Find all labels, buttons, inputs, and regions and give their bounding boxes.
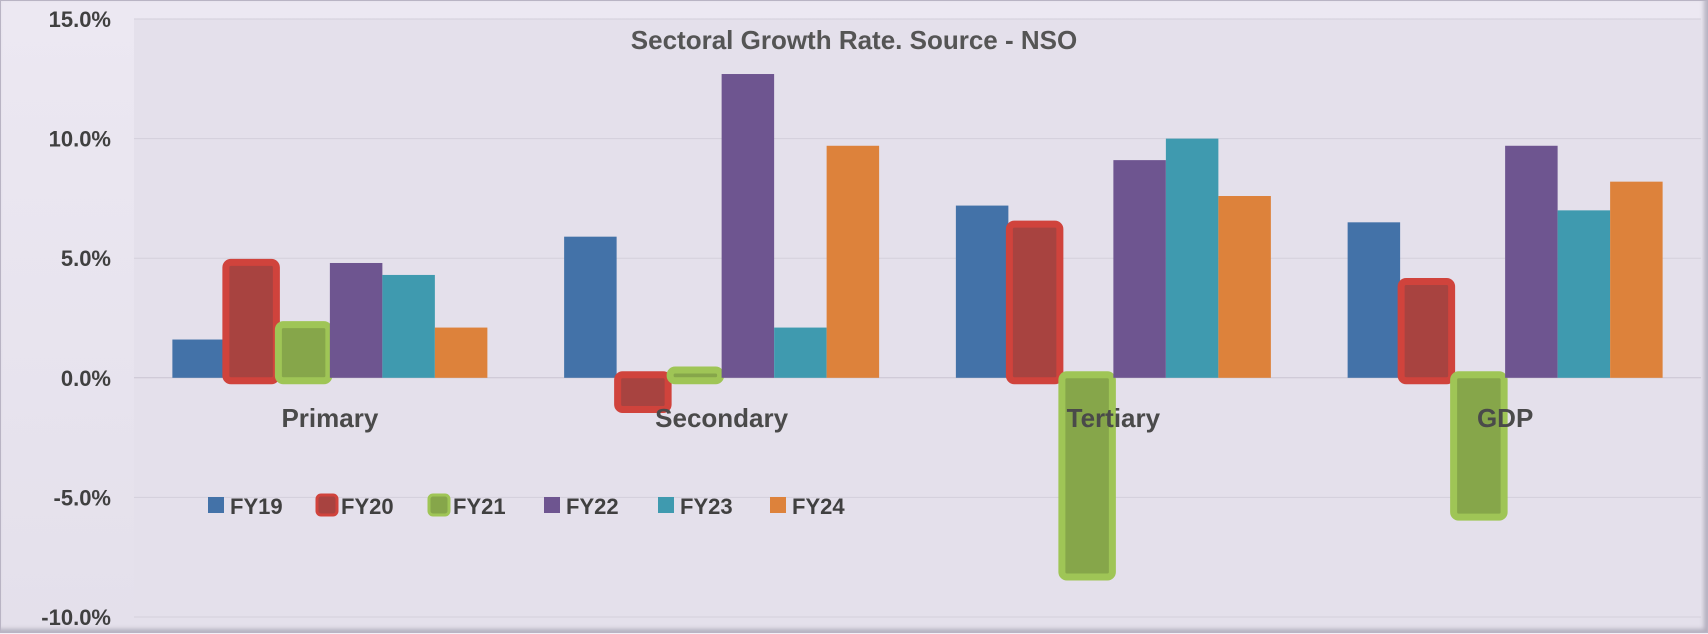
bar-fy19 [1347, 222, 1401, 378]
bar-fy20 [222, 258, 280, 385]
legend-swatch [544, 497, 560, 513]
category-labels: Primary Secondary Tertiary GDP [281, 403, 1533, 433]
bar-fy24 [1610, 181, 1663, 378]
bar-fy21 [1450, 371, 1508, 521]
legend-swatch [658, 497, 674, 513]
y-tick-label: 0.0% [61, 366, 111, 391]
legend-label: FY20 [341, 494, 394, 519]
bar-fy22 [329, 262, 383, 378]
category-label: Primary [281, 403, 378, 433]
y-tick-label: 10.0% [49, 127, 111, 152]
bar-fy23 [382, 274, 435, 378]
bar-fy24 [434, 327, 488, 378]
bar-fy22 [721, 74, 775, 378]
y-tick-label: 15.0% [49, 7, 111, 32]
category-label: Secondary [655, 403, 788, 433]
bar-fy22 [1113, 160, 1166, 378]
bar-fy23 [1557, 210, 1611, 378]
legend-swatch [770, 497, 786, 513]
bar-fy19 [955, 205, 1009, 378]
legend-label: FY19 [230, 494, 283, 519]
legend-label: FY24 [792, 494, 845, 519]
bar-fy23 [1165, 138, 1219, 378]
bar-fy21 [666, 366, 725, 385]
bar-fy19 [564, 236, 617, 378]
bar-fy20 [1397, 278, 1456, 385]
bar-fy23 [774, 327, 827, 378]
legend-label: FY23 [680, 494, 733, 519]
bar-fy24 [1218, 196, 1271, 378]
legend-label: FY22 [566, 494, 619, 519]
y-tick-label: -5.0% [54, 485, 111, 510]
bar-fy21 [274, 321, 333, 385]
category-label: GDP [1477, 403, 1533, 433]
bar-fy19 [172, 339, 225, 378]
legend-swatch [208, 497, 224, 513]
bar-fy21 [1058, 371, 1116, 581]
legend-swatch [427, 493, 451, 517]
bar-fy24 [826, 145, 880, 378]
y-axis-ticks: 15.0% 10.0% 5.0% 0.0% -5.0% -10.0% [41, 7, 111, 630]
chart-title: Sectoral Growth Rate. Source - NSO [631, 25, 1077, 55]
bar-fy20 [1005, 220, 1064, 385]
y-tick-label: 5.0% [61, 246, 111, 271]
bars [172, 74, 1663, 581]
bar-fy22 [1505, 145, 1558, 378]
bar-fy20 [614, 371, 672, 414]
y-tick-label: -10.0% [41, 605, 111, 630]
legend-swatch [315, 493, 339, 517]
category-label: Tertiary [1067, 403, 1161, 433]
legend-label: FY21 [453, 494, 506, 519]
legend: FY19 FY20 FY21 FY22 FY23 FY24 [208, 493, 845, 519]
